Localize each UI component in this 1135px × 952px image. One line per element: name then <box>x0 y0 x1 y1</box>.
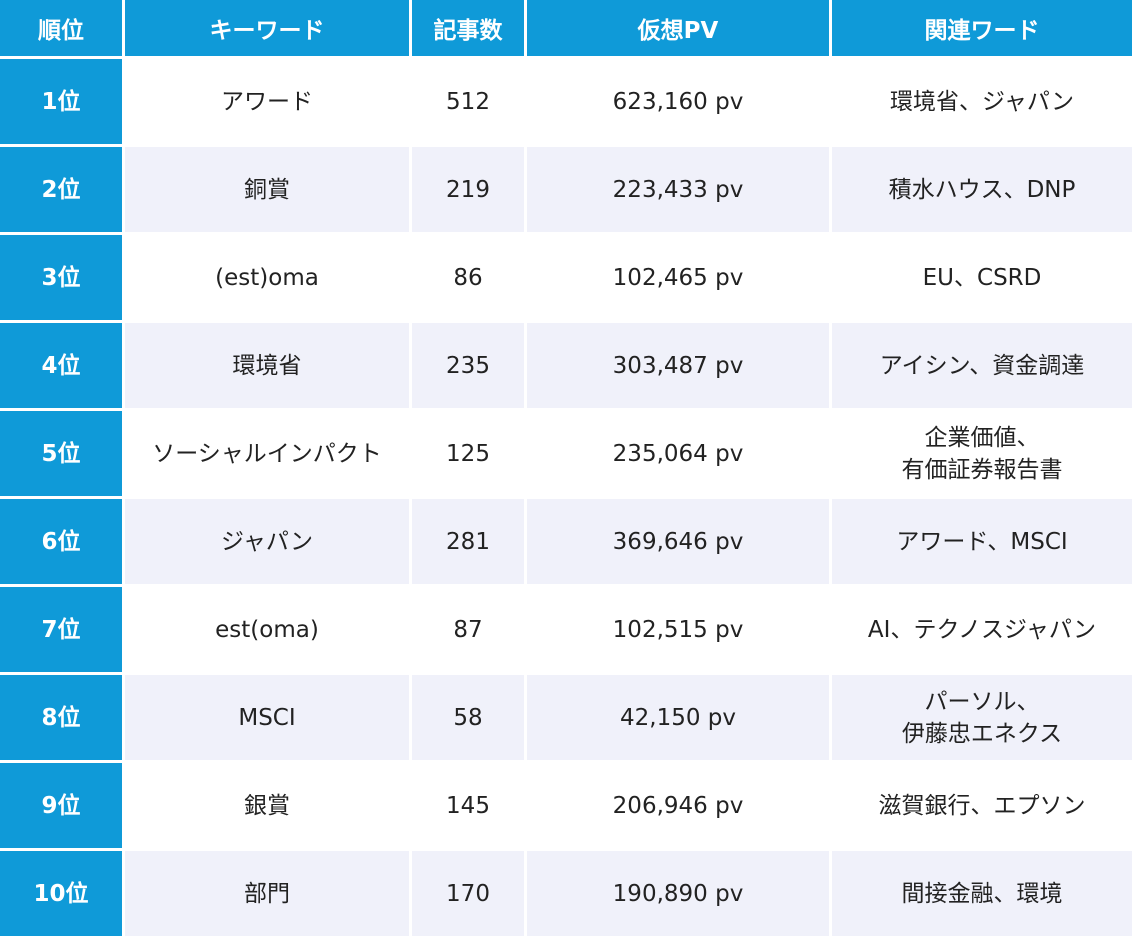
article-count-cell: 125 <box>412 411 524 496</box>
table-row: 5位 ソーシャルインパクト 125 235,064 pv 企業価値、 有価証券報告書 <box>0 411 1132 496</box>
related-words-cell: アワード、MSCI <box>832 499 1132 584</box>
virtual-pv-cell: 190,890 pv <box>527 851 829 936</box>
keyword-cell: 部門 <box>125 851 409 936</box>
virtual-pv-cell: 42,150 pv <box>527 675 829 760</box>
rank-cell: 3位 <box>0 235 122 320</box>
virtual-pv-cell: 235,064 pv <box>527 411 829 496</box>
article-count-cell: 235 <box>412 323 524 408</box>
virtual-pv-cell: 206,946 pv <box>527 763 829 848</box>
table-row: 4位 環境省 235 303,487 pv アイシン、資金調達 <box>0 323 1132 408</box>
keyword-cell: アワード <box>125 59 409 144</box>
table-row: 6位 ジャパン 281 369,646 pv アワード、MSCI <box>0 499 1132 584</box>
related-words-cell: EU、CSRD <box>832 235 1132 320</box>
related-words-cell: 滋賀銀行、エプソン <box>832 763 1132 848</box>
article-count-cell: 170 <box>412 851 524 936</box>
related-words-cell: 間接金融、環境 <box>832 851 1132 936</box>
table-header-row: 順位 キーワード 記事数 仮想PV 関連ワード <box>0 0 1132 56</box>
related-words-line: AI、テクノスジャパン <box>867 616 1097 643</box>
article-count-cell: 58 <box>412 675 524 760</box>
keyword-cell: 環境省 <box>125 323 409 408</box>
virtual-pv-cell: 102,465 pv <box>527 235 829 320</box>
rank-cell: 8位 <box>0 675 122 760</box>
table-body: 1位 アワード 512 623,160 pv 環境省、ジャパン 2位 銅賞 219 223,43… <box>0 59 1132 936</box>
related-words-cell: 企業価値、有価証券報告書 <box>832 411 1132 496</box>
related-words-line: 間接金融、環境 <box>901 880 1063 907</box>
rank-cell: 7位 <box>0 587 122 672</box>
header-virtual-pv: 仮想PV <box>527 0 829 56</box>
table-row: 7位 est(oma) 87 102,515 pv AI、テクノスジャパン <box>0 587 1132 672</box>
table-row: 2位 銅賞 219 223,433 pv 積水ハウス、DNP <box>0 147 1132 232</box>
rank-cell: 2位 <box>0 147 122 232</box>
keyword-cell: est(oma) <box>125 587 409 672</box>
article-count-cell: 219 <box>412 147 524 232</box>
header-keyword: キーワード <box>125 0 409 56</box>
virtual-pv-cell: 303,487 pv <box>527 323 829 408</box>
rank-cell: 1位 <box>0 59 122 144</box>
virtual-pv-cell: 223,433 pv <box>527 147 829 232</box>
header-rank: 順位 <box>0 0 122 56</box>
keyword-cell: 銀賞 <box>125 763 409 848</box>
virtual-pv-cell: 102,515 pv <box>527 587 829 672</box>
table-row: 10位 部門 170 190,890 pv 間接金融、環境 <box>0 851 1132 936</box>
related-words-line: アイシン、資金調達 <box>879 352 1085 379</box>
related-words-line: 滋賀銀行、エプソン <box>878 792 1086 819</box>
related-words-line: アワード、MSCI <box>896 528 1068 555</box>
table-row: 3位 (est)oma 86 102,465 pv EU、CSRD <box>0 235 1132 320</box>
rank-cell: 9位 <box>0 763 122 848</box>
article-count-cell: 512 <box>412 59 524 144</box>
related-words-line: EU、CSRD <box>922 264 1042 291</box>
table-row: 9位 銀賞 145 206,946 pv 滋賀銀行、エプソン <box>0 763 1132 848</box>
article-count-cell: 86 <box>412 235 524 320</box>
keyword-cell: (est)oma <box>125 235 409 320</box>
rank-cell: 4位 <box>0 323 122 408</box>
table-row: 1位 アワード 512 623,160 pv 環境省、ジャパン <box>0 59 1132 144</box>
related-words-cell: 積水ハウス、DNP <box>832 147 1132 232</box>
article-count-cell: 87 <box>412 587 524 672</box>
related-words-line: 企業価値、 <box>924 424 1040 451</box>
keyword-cell: ソーシャルインパクト <box>125 411 409 496</box>
keyword-cell: ジャパン <box>125 499 409 584</box>
header-article-count: 記事数 <box>412 0 524 56</box>
related-words-cell: 環境省、ジャパン <box>832 59 1132 144</box>
related-words-line: 積水ハウス、DNP <box>888 176 1076 203</box>
keyword-cell: 銅賞 <box>125 147 409 232</box>
rank-cell: 5位 <box>0 411 122 496</box>
rank-cell: 6位 <box>0 499 122 584</box>
related-words-line: 伊藤忠エネクス <box>901 720 1063 747</box>
virtual-pv-cell: 369,646 pv <box>527 499 829 584</box>
table-row: 8位 MSCI 58 42,150 pv パーソル、 伊藤忠エネクス <box>0 675 1132 760</box>
article-count-cell: 281 <box>412 499 524 584</box>
related-words-cell: パーソル、伊藤忠エネクス <box>832 675 1132 760</box>
related-words-cell: AI、テクノスジャパン <box>832 587 1132 672</box>
virtual-pv-cell: 623,160 pv <box>527 59 829 144</box>
rank-cell: 10位 <box>0 851 122 936</box>
related-words-line: パーソル、 <box>924 688 1040 715</box>
related-words-cell: アイシン、資金調達 <box>832 323 1132 408</box>
related-words-line: 有価証券報告書 <box>901 456 1063 483</box>
header-related-words: 関連ワード <box>832 0 1132 56</box>
article-count-cell: 145 <box>412 763 524 848</box>
keyword-cell: MSCI <box>125 675 409 760</box>
related-words-line: 環境省、ジャパン <box>890 88 1074 115</box>
